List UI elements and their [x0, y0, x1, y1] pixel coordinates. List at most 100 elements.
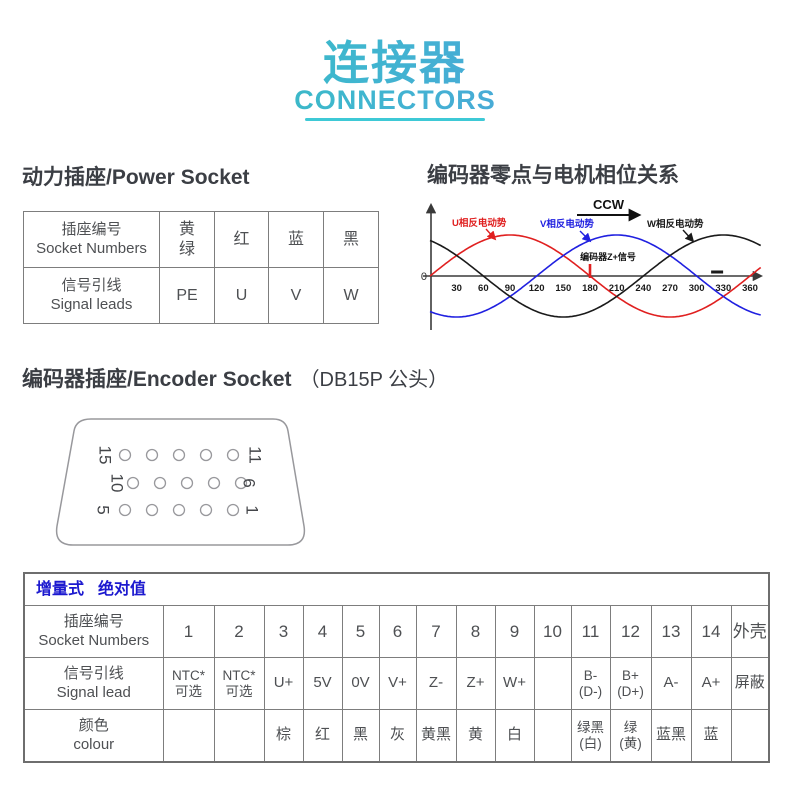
- encoder-socket-heading-main: 编码器插座/Encoder Socket: [22, 368, 292, 391]
- table-cell: 14: [690, 605, 732, 658]
- pin-label-right: 11: [246, 446, 265, 464]
- table-cell: V: [268, 267, 324, 324]
- row-label: 信号引线 Signal lead: [23, 657, 164, 710]
- table-cell: W: [323, 267, 379, 324]
- pin-hole: [145, 448, 159, 462]
- x-tick-label: 240: [635, 283, 651, 294]
- table-cell: 12: [609, 605, 652, 658]
- row-label: 插座编号 Socket Numbers: [23, 211, 160, 268]
- table-cell: 蓝: [268, 211, 324, 268]
- pin-hole: [226, 448, 240, 462]
- table-cell: U+: [263, 657, 304, 710]
- table-row: 信号引线 Signal leads PE U V W: [23, 267, 379, 324]
- table-cell: 5V: [302, 657, 343, 710]
- z-signal-label: 编码器Z+信号: [580, 251, 636, 262]
- phase-curve: [429, 234, 762, 318]
- table-row: 插座编号 Socket Numbers 1 2 3 4 5 6 7 8 9 10 11 12 13 14 外壳: [23, 605, 770, 658]
- db15-connector-diagram: 15 11 10 6 5 1: [55, 418, 306, 546]
- table-cell: 2: [213, 605, 265, 658]
- table-row: 信号引线 Signal lead NTC* 可选 NTC* 可选 U+ 5V 0V V+ Z- Z+ W…: [23, 657, 770, 710]
- x-tick-label: 120: [529, 283, 545, 294]
- table-cell: 黄黑: [415, 709, 457, 763]
- encoder-socket-heading: 编码器插座/Encoder Socket （DB15P 公头）: [22, 363, 448, 393]
- pin-hole: [226, 503, 240, 517]
- table-cell: 黄绿: [159, 211, 215, 268]
- x-tick-label: 210: [609, 283, 625, 294]
- pin-label-left: 10: [108, 474, 127, 493]
- table-cell: 3: [263, 605, 304, 658]
- table-cell: 13: [650, 605, 692, 658]
- table-cell: 1: [162, 605, 215, 658]
- pin-hole: [118, 448, 132, 462]
- table-cell: 白: [494, 709, 535, 763]
- table-cell: [533, 657, 572, 710]
- page-title: 连接器: [0, 27, 790, 93]
- x-tick-label: 30: [451, 283, 462, 294]
- table-cell: 11: [570, 605, 611, 658]
- x-tick-label: 360: [742, 283, 758, 294]
- pin-hole: [207, 476, 221, 490]
- table-cell: 灰: [378, 709, 417, 763]
- table-cell: 红: [214, 211, 269, 268]
- table-cell: B- (D-): [570, 657, 611, 710]
- table-cell: 黄: [455, 709, 496, 763]
- mode-incremental-label: 增量式: [36, 580, 85, 598]
- mode-header-cell: 增量式 绝对值: [23, 572, 770, 606]
- series-label: V相反电动势: [540, 218, 594, 230]
- series-label: U相反电动势: [452, 217, 507, 229]
- table-cell: 8: [455, 605, 496, 658]
- table-row: 插座编号 Socket Numbers 黄绿红蓝黑: [23, 211, 379, 268]
- mode-absolute-label: 绝对值: [98, 580, 147, 598]
- encoder-socket-heading-note: （DB15P 公头）: [299, 369, 449, 391]
- table-cell: Z-: [415, 657, 457, 710]
- table-cell: W+: [494, 657, 535, 710]
- phase-curve: [429, 234, 762, 318]
- table-cell: 外壳: [730, 605, 770, 658]
- table-cell: U: [214, 267, 269, 324]
- x-tick-label: 90: [505, 283, 516, 294]
- pin-label-left: 5: [94, 505, 113, 514]
- mode-header-row: 增量式 绝对值: [23, 572, 770, 606]
- table-cell: 黑: [341, 709, 380, 763]
- table-cell: V+: [378, 657, 417, 710]
- table-cell: PE: [159, 267, 215, 324]
- table-cell: 黑: [323, 211, 379, 268]
- row-label: 信号引线 Signal leads: [23, 267, 160, 324]
- table-cell: A-: [650, 657, 692, 710]
- table-cell: B+ (D+): [609, 657, 652, 710]
- x-tick-label: 330: [715, 283, 731, 294]
- pin-hole: [145, 503, 159, 517]
- power-socket-heading: 动力插座/Power Socket: [22, 166, 250, 189]
- table-cell: 绿黑 (白): [570, 709, 611, 763]
- x-tick-label: 60: [478, 283, 489, 294]
- series-label-arrow: [682, 229, 695, 243]
- phase-chart-heading: 编码器零点与电机相位关系: [427, 164, 679, 187]
- table-cell: 蓝黑: [650, 709, 692, 763]
- pin-hole: [172, 503, 186, 517]
- pin-hole: [126, 476, 140, 490]
- series-label-arrow: [579, 230, 592, 243]
- table-cell: 4: [302, 605, 343, 658]
- pin-hole: [153, 476, 167, 490]
- row-label: 颜色 colour: [23, 709, 164, 763]
- pin-hole: [199, 503, 213, 517]
- table-cell: A+: [690, 657, 732, 710]
- table-cell: 红: [302, 709, 343, 763]
- series-label-arrow: [485, 228, 497, 241]
- table-cell: 棕: [263, 709, 304, 763]
- table-cell: 绿 (黄): [609, 709, 652, 763]
- origin-label: 0: [421, 271, 427, 283]
- table-cell: 0V: [341, 657, 380, 710]
- encoder-pin-table: 增量式 绝对值 插座编号 Socket Numbers 1 2 3 4 5 6 7 8 9 10 11 12 1…: [23, 572, 771, 763]
- pin-hole: [199, 448, 213, 462]
- table-cell: 屏蔽: [730, 657, 770, 710]
- phase-chart: 0 30 60 90 120 150 180 210 240 270 300 330 360 U相反电动势…: [421, 197, 764, 330]
- table-cell: 蓝: [690, 709, 732, 763]
- pin-label-left: 15: [96, 446, 115, 465]
- table-cell: NTC* 可选: [162, 657, 215, 710]
- x-tick-label: 270: [662, 283, 678, 294]
- x-tick-label: 180: [582, 283, 598, 294]
- rotation-direction-label: CCW: [593, 197, 625, 212]
- table-cell: Z+: [455, 657, 496, 710]
